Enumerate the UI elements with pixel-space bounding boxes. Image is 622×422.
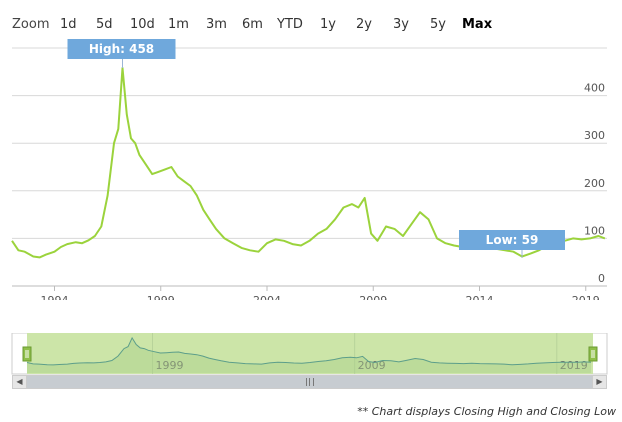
range-button-6m[interactable]: 6m (242, 17, 263, 32)
range-button-1y[interactable]: 1y (320, 17, 336, 32)
range-buttons: 1d 5d 10d 1m 3m 6m YTD 1y 2y 3y 5y Max (0, 17, 622, 37)
x-tick-label: 1994 (41, 294, 69, 300)
x-tick-label: 2009 (359, 294, 387, 300)
high-flag: High: 458 (67, 39, 176, 68)
x-tick-label: 2019 (572, 294, 600, 300)
low-flag-label: Low: 59 (486, 233, 539, 247)
y-tick-label: 200 (584, 177, 605, 190)
y-tick-label: 0 (598, 272, 605, 285)
range-button-5y[interactable]: 5y (430, 17, 446, 32)
x-tick-label: 2004 (253, 294, 281, 300)
range-button-3y[interactable]: 3y (393, 17, 409, 32)
range-button-1m[interactable]: 1m (168, 17, 189, 32)
x-tick-label: 1999 (147, 294, 175, 300)
navigator-area (27, 337, 591, 373)
handle-body[interactable] (22, 346, 32, 362)
navigator-left-handle[interactable] (22, 346, 32, 362)
range-button-10d[interactable]: 10d (130, 17, 155, 32)
navigator-selection[interactable] (27, 333, 593, 374)
y-tick-label: 400 (584, 82, 605, 95)
zoom-label: Zoom (12, 16, 50, 32)
navigator-tick-label: 2009 (358, 359, 386, 372)
handle-body[interactable] (588, 346, 598, 362)
flag-box (459, 230, 565, 250)
navigator-line (26, 336, 592, 366)
low-flag: Low: 59 (459, 230, 565, 258)
range-button-5d[interactable]: 5d (96, 17, 113, 32)
range-selector: Zoom (12, 14, 65, 34)
scrollbar[interactable]: ◀ ▶ (12, 375, 607, 389)
scroll-left-arrow-icon[interactable]: ◀ (13, 376, 27, 388)
range-button-3m[interactable]: 3m (206, 17, 227, 32)
y-tick-label: 300 (584, 129, 605, 142)
x-tick-label: 2014 (466, 294, 494, 300)
price-chart: 0 100 200 300 400 1994 1999 2004 2009 2014 2019 Hig… (11, 39, 607, 300)
range-button-1d[interactable]: 1d (60, 17, 77, 32)
chart-footnote: ** Chart displays Closing High and Closi… (357, 405, 616, 418)
series-line (11, 67, 606, 259)
range-button-ytd[interactable]: YTD (277, 17, 303, 32)
scrollbar-grip-icon (305, 378, 314, 386)
flag-box (67, 39, 176, 59)
high-flag-label: High: 458 (89, 42, 154, 56)
navigator-right-handle[interactable] (588, 346, 598, 362)
navigator[interactable]: 1999 2009 2019 (0, 333, 622, 375)
range-button-max[interactable]: Max (462, 17, 493, 32)
y-tick-label: 100 (584, 224, 605, 237)
scroll-right-arrow-icon[interactable]: ▶ (592, 376, 606, 388)
navigator-tick-label: 1999 (156, 359, 184, 372)
scrollbar-thumb[interactable] (27, 376, 592, 388)
range-button-2y[interactable]: 2y (356, 17, 372, 32)
